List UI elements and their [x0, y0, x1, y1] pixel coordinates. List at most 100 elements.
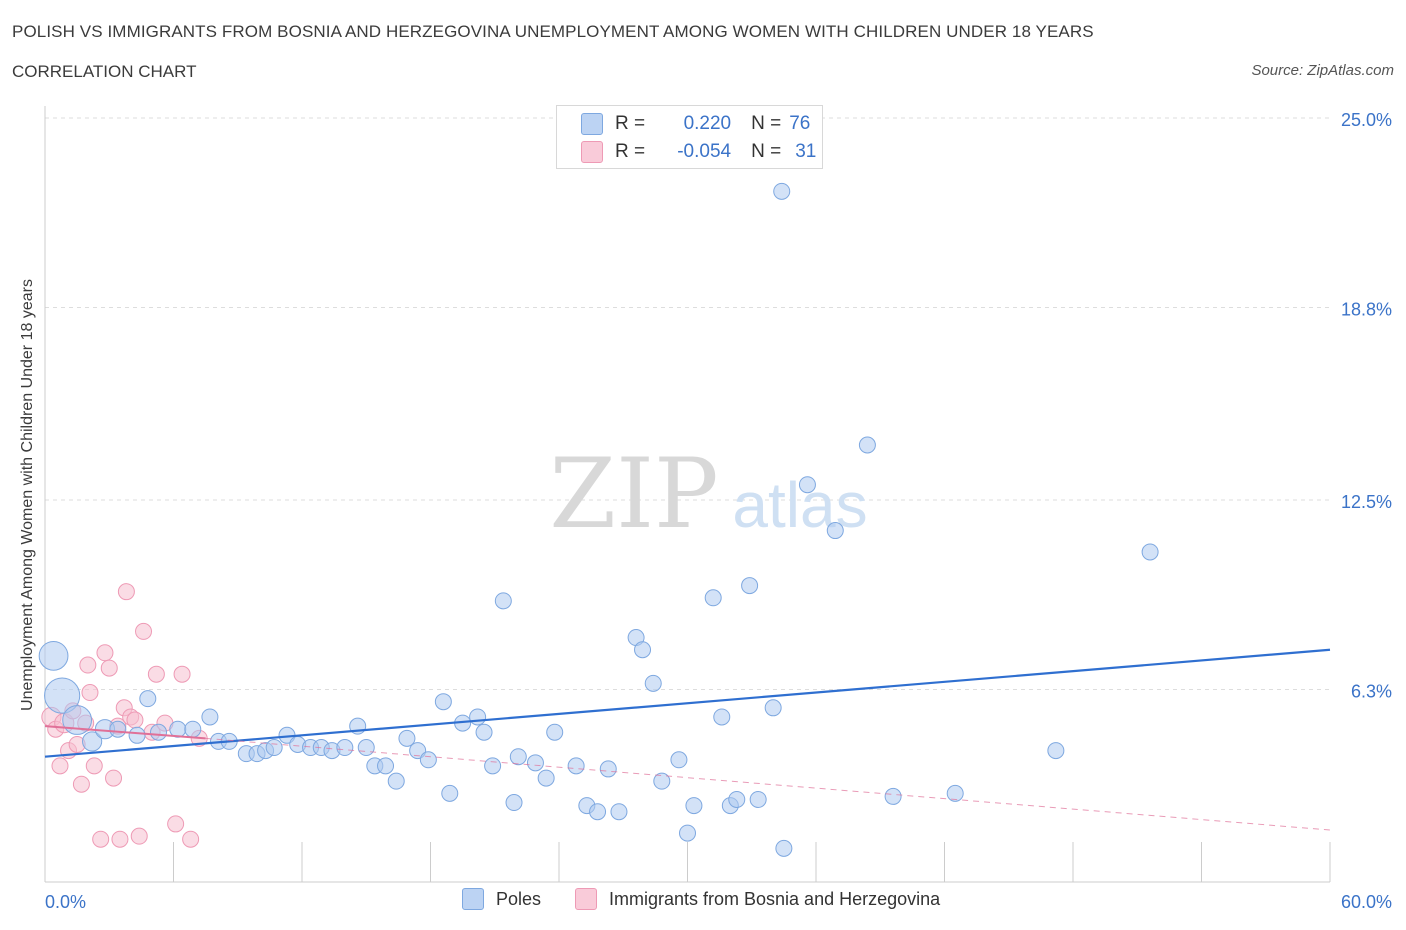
legend-r-label: R = — [615, 113, 646, 134]
poles-point — [653, 772, 671, 790]
immigrants-point — [135, 622, 153, 640]
chart-title: POLISH VS IMMIGRANTS FROM BOSNIA AND HER… — [12, 22, 1094, 41]
poles-point — [610, 803, 628, 821]
poles-point — [469, 708, 487, 726]
poles-point — [589, 803, 607, 821]
poles-point — [537, 769, 555, 787]
poles-point — [484, 757, 502, 775]
poles-point — [377, 757, 395, 775]
legend-r-value: 0.220 — [683, 113, 732, 134]
legend-n-value: 76 — [789, 113, 811, 134]
poles-point — [434, 693, 452, 711]
poles-point — [634, 641, 652, 659]
immigrants-point — [117, 583, 135, 601]
poles-point — [884, 787, 902, 805]
legend-r-value: -0.054 — [677, 141, 732, 162]
watermark-zip: ZIP — [549, 438, 718, 550]
immigrants-point — [72, 775, 90, 793]
legend-row-immigrants: R = -0.054 N = 31 — [557, 139, 816, 165]
poles-trend-line — [44, 648, 1331, 758]
tick-labels: 6.3% 12.5% 18.8% 25.0% 0.0% 60.0% — [45, 110, 1392, 912]
immigrants-point — [130, 827, 148, 845]
immigrants-point — [85, 757, 103, 775]
poles-point — [775, 839, 793, 857]
legend-label-immigrants: Immigrants from Bosnia and Herzegovina — [609, 888, 941, 909]
poles-point — [567, 757, 585, 775]
legend-n-value: 31 — [795, 141, 817, 162]
y-tick-label: 6.3% — [1351, 681, 1392, 701]
poles-point — [128, 726, 146, 744]
poles-point — [38, 640, 69, 671]
immigrants-point — [105, 769, 123, 787]
watermark-atlas: atlas — [732, 469, 867, 541]
trend-lines — [44, 648, 1331, 831]
poles-point — [387, 772, 405, 790]
poles-point — [265, 739, 283, 757]
poles-point — [150, 723, 168, 741]
immigrants-point — [147, 665, 165, 683]
immigrants-point — [81, 684, 99, 702]
poles-point — [526, 754, 544, 772]
poles-point — [169, 720, 187, 738]
poles-point — [826, 522, 844, 540]
poles-point — [1141, 543, 1159, 561]
y-tick-label: 18.8% — [1341, 299, 1392, 319]
legend-n-label: N = — [751, 141, 782, 162]
immigrants-trend-line-solid — [44, 725, 206, 740]
poles-point — [670, 751, 688, 769]
poles-point — [441, 784, 459, 802]
poles-point — [184, 720, 202, 738]
poles-point — [798, 476, 816, 494]
poles-point — [546, 723, 564, 741]
immigrants-point — [111, 830, 129, 848]
poles-point — [749, 790, 767, 808]
legend-row-poles: R = 0.220 N = 76 — [557, 111, 810, 137]
poles-point — [704, 589, 722, 607]
poles-point — [946, 784, 964, 802]
poles-point — [644, 674, 662, 692]
poles-point — [44, 677, 81, 714]
legend-label-poles: Poles — [496, 888, 542, 909]
poles-point — [398, 729, 416, 747]
x-tick-label: 0.0% — [45, 892, 86, 912]
poles-point — [419, 751, 437, 769]
x-tick-label: 60.0% — [1341, 892, 1392, 912]
poles-point — [109, 720, 127, 738]
axes — [44, 106, 1331, 883]
poles-point — [773, 182, 791, 200]
poles-point — [509, 748, 527, 766]
poles-point — [599, 760, 617, 778]
poles-point — [728, 790, 746, 808]
gridlines — [45, 117, 1330, 690]
immigrants-point — [100, 659, 118, 677]
y-axis-title: Unemployment Among Women with Children U… — [19, 279, 36, 711]
poles-point — [1047, 742, 1065, 760]
y-tick-label: 25.0% — [1341, 110, 1392, 130]
y-tick-label: 12.5% — [1341, 492, 1392, 512]
legend-swatch-immigrants — [575, 888, 597, 910]
poles-point — [494, 592, 512, 610]
poles-point — [357, 739, 375, 757]
source-label: Source: ZipAtlas.com — [1251, 62, 1394, 79]
series-legend: Poles Immigrants from Bosnia and Herzego… — [0, 888, 1406, 916]
poles-point — [741, 577, 759, 595]
immigrants-point — [92, 830, 110, 848]
legend-swatch-pink — [581, 141, 603, 163]
poles-point — [713, 708, 731, 726]
chart-subtitle: CORRELATION CHART — [12, 62, 197, 81]
poles-point — [764, 699, 782, 717]
legend-r-label: R = — [615, 141, 646, 162]
poles-point — [475, 723, 493, 741]
legend-item-poles: Poles — [462, 888, 541, 910]
legend-swatch-poles — [462, 888, 484, 910]
immigrants-point — [79, 656, 97, 674]
poles-point — [685, 797, 703, 815]
immigrants-trend-line-dashed — [205, 737, 1331, 831]
poles-point — [505, 794, 523, 812]
immigrants-point — [167, 815, 185, 833]
correlation-legend: R = 0.220 N = 76 R = -0.054 N = 31 — [556, 105, 823, 169]
poles-point — [858, 436, 876, 454]
legend-item-immigrants: Immigrants from Bosnia and Herzegovina — [575, 888, 940, 910]
immigrants-point — [182, 830, 200, 848]
